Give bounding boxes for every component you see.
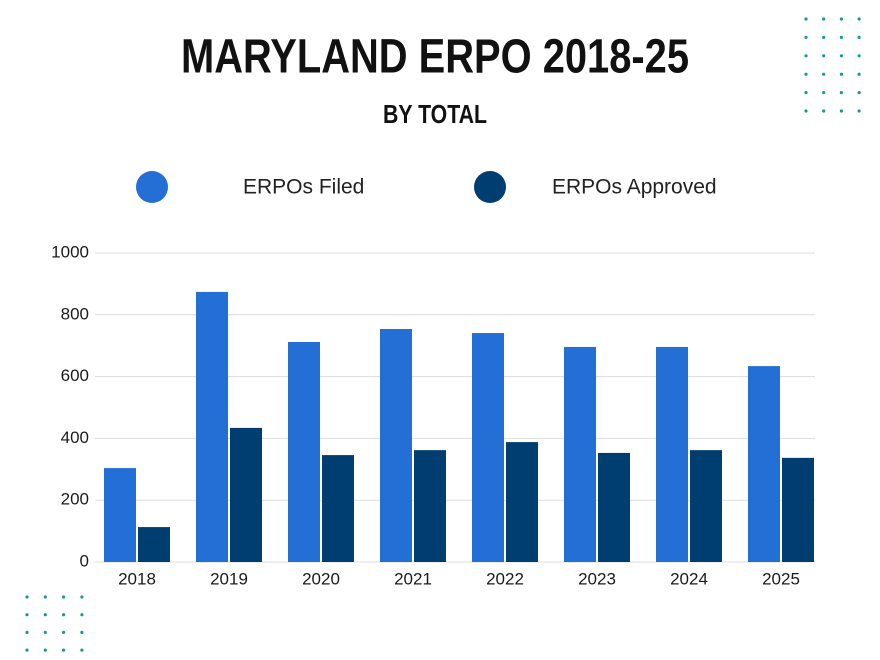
decor-dot	[839, 54, 844, 58]
decor-dot	[822, 35, 826, 40]
decor-dot	[43, 630, 47, 635]
decor-dot	[25, 595, 29, 599]
decor-dot	[43, 613, 47, 617]
bar	[288, 341, 320, 562]
legend-label: ERPOs Approved	[552, 176, 717, 199]
bar	[472, 333, 504, 562]
bar	[104, 468, 136, 562]
bar	[748, 366, 780, 562]
decor-dot	[804, 72, 808, 76]
decor-dot	[804, 91, 808, 95]
y-tick-label: 400	[61, 428, 89, 447]
decor-dot	[80, 595, 84, 599]
x-tick-label: 2022	[486, 569, 524, 588]
decor-dot	[62, 648, 66, 652]
y-tick-label: 1000	[51, 242, 89, 261]
decor-dot	[839, 35, 844, 40]
decor-dot	[822, 54, 826, 58]
bar	[138, 527, 170, 562]
decor-dot	[822, 91, 826, 95]
x-tick-label: 2025	[762, 569, 800, 588]
decor-dot	[25, 648, 29, 652]
decor-dot	[62, 630, 66, 635]
x-tick-label: 2024	[670, 569, 708, 588]
decor-dot	[857, 91, 861, 95]
decor-dot	[25, 613, 29, 617]
decor-dot	[822, 17, 826, 21]
x-tick-label: 2019	[210, 569, 248, 588]
decor-dot	[80, 648, 84, 652]
bar	[230, 427, 262, 562]
decor-dot	[857, 109, 861, 113]
chart-title: MARYLAND ERPO 2018-25	[181, 31, 689, 84]
decor-dot	[43, 595, 47, 599]
decor-dot	[839, 109, 844, 113]
legend-marker	[136, 171, 168, 203]
bar	[322, 455, 354, 562]
y-tick-label: 200	[61, 490, 89, 509]
bar	[782, 457, 814, 562]
x-tick-label: 2020	[302, 569, 340, 588]
decor-dot	[43, 648, 47, 652]
legend-label: ERPOs Filed	[243, 176, 364, 199]
x-tick-label: 2023	[578, 569, 616, 588]
decor-dot	[80, 613, 84, 617]
decor-dot	[804, 54, 808, 58]
decor-dot	[839, 72, 844, 76]
decor-dot	[804, 35, 808, 40]
y-tick-label: 800	[61, 304, 89, 323]
decor-dot	[25, 630, 29, 635]
decor-dot	[62, 613, 66, 617]
bar	[196, 291, 228, 562]
decor-dot	[839, 91, 844, 95]
decor-dot	[857, 35, 861, 40]
bar	[598, 452, 630, 562]
decor-dot	[857, 17, 861, 21]
bar	[414, 450, 446, 562]
bar	[656, 346, 688, 562]
decor-dot	[857, 54, 861, 58]
chart-subtitle: BY TOTAL	[383, 99, 487, 129]
y-tick-label: 0	[80, 551, 89, 570]
bar	[690, 450, 722, 562]
legend-marker	[474, 171, 506, 203]
x-tick-label: 2018	[118, 569, 156, 588]
bar	[506, 442, 538, 562]
bar	[380, 329, 412, 562]
x-tick-label: 2021	[394, 569, 432, 588]
decor-dot	[822, 72, 826, 76]
decor-dot	[62, 595, 66, 599]
decor-dot	[804, 17, 808, 21]
decor-dot	[839, 17, 844, 21]
decor-dot	[804, 109, 808, 113]
decor-dot	[80, 630, 84, 635]
decor-dot	[857, 72, 861, 76]
decor-dot	[822, 109, 826, 113]
y-tick-label: 600	[61, 366, 89, 385]
bar	[564, 346, 596, 562]
